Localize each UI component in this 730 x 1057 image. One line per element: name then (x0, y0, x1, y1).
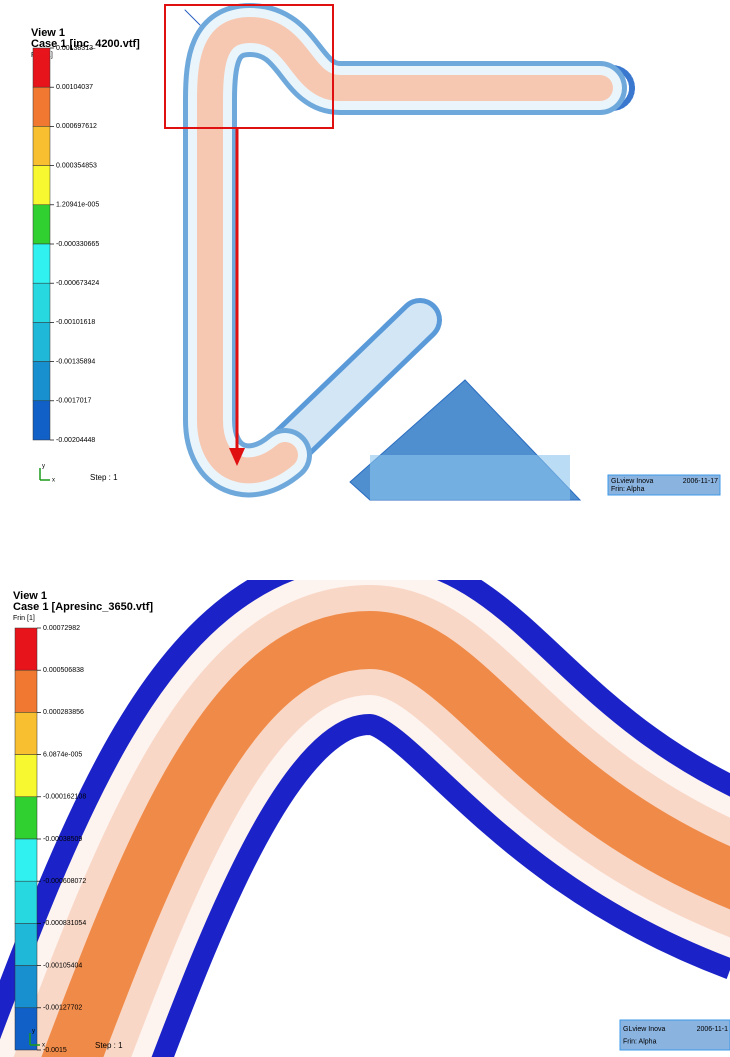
legend-label: -0.00127702 (43, 1005, 82, 1012)
mesh-top (185, 10, 632, 500)
footer-app: GLview Inova (623, 1026, 666, 1033)
legend-label: -0.0015 (43, 1047, 67, 1054)
legend-band (15, 628, 37, 670)
legend-label: 1.20941e-005 (56, 202, 99, 209)
footer-variable: Frin: Alpha (611, 486, 645, 493)
legend-label: -0.00105404 (43, 962, 82, 969)
axis-x-label: x (52, 478, 55, 484)
legend-band (15, 881, 37, 923)
legend-label: 6.0874e-005 (43, 751, 82, 758)
legend-band (33, 87, 50, 126)
legend-label: -0.000831054 (43, 920, 86, 927)
legend-label: -0.00038509 (43, 836, 82, 843)
legend-band (33, 205, 50, 244)
legend-label: 0.000283856 (43, 709, 84, 716)
legend-label: 0.000354853 (56, 162, 97, 169)
legend-label: -0.00135894 (56, 358, 95, 365)
axis-y-label: y (42, 464, 45, 470)
screenshot: View 1Case 1 [inc_4200.vtf]Frin [1]0.001… (0, 0, 730, 1057)
legend-label: -0.0017017 (56, 398, 92, 405)
axis-y-label: y (32, 1029, 35, 1035)
legend-band (15, 755, 37, 797)
legend-label: 0.00104037 (56, 84, 93, 91)
legend-band (15, 839, 37, 881)
legend-label: -0.000162108 (43, 794, 86, 801)
legend-band (33, 322, 50, 361)
step: Step : 1 (95, 1041, 123, 1050)
footer-date: 2006-11-1 (697, 1026, 729, 1033)
legend-band (33, 244, 50, 283)
variable: Frin [1] (13, 615, 35, 622)
legend-band (33, 283, 50, 322)
legend-label: -0.000673424 (56, 280, 99, 287)
legend-band (33, 126, 50, 165)
legend-label: -0.000330665 (56, 241, 99, 248)
footer-variable: Frin: Alpha (623, 1038, 657, 1045)
legend-band (15, 670, 37, 712)
legend-band (15, 966, 37, 1008)
legend-band (33, 166, 50, 205)
case-title: Case 1 [Apresinc_3650.vtf] (13, 601, 153, 613)
legend-label: -0.00101618 (56, 319, 95, 326)
legend-band (33, 362, 50, 401)
footer-app: GLview Inova (611, 478, 654, 485)
legend-band (15, 712, 37, 754)
legend-label: -0.00204448 (56, 437, 95, 444)
footer-date: 2006-11-17 (683, 478, 718, 485)
legend-band (15, 797, 37, 839)
page: View 1Case 1 [inc_4200.vtf]Frin [1]0.001… (0, 0, 730, 1057)
legend-band (15, 923, 37, 965)
legend-label: 0.000697612 (56, 123, 97, 130)
step: Step : 1 (90, 473, 118, 482)
legend-label: 0.00072982 (43, 625, 80, 632)
legend-label: -0.000608072 (43, 878, 86, 885)
legend-band (33, 401, 50, 440)
legend-label: 0.000506838 (43, 667, 84, 674)
mesh-bottom (60, 582, 730, 1057)
axis-x-label: x (42, 1043, 45, 1049)
footer-box (620, 1020, 730, 1050)
legend-label: 0.00138313 (56, 45, 93, 52)
legend-band (33, 48, 50, 87)
